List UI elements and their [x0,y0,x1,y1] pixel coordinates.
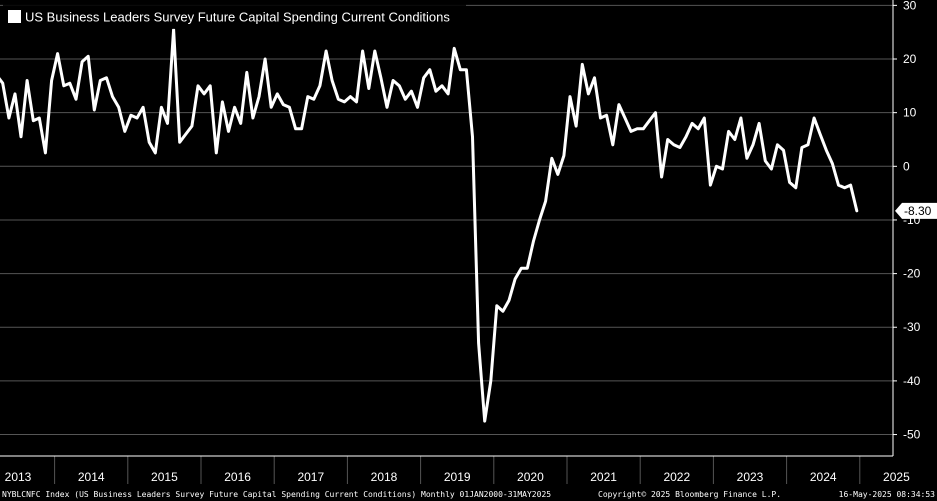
last-value-badge [895,202,937,219]
y-tick-label: 30 [903,0,917,12]
x-tick-label: 2022 [663,470,690,484]
x-grid-lines [54,456,861,484]
y-tick-label: 10 [903,106,917,120]
last-value-label: -8.30 [895,202,937,219]
y-tick-label: -30 [903,320,921,334]
legend-background [3,4,466,29]
grid-lines [0,4,893,436]
x-tick-label: 2025 [883,470,910,484]
footer-index-description: NYBLCNFC Index (US Business Leaders Surv… [2,490,551,499]
last-value-text: -8.30 [904,204,932,218]
x-tick-label: 2018 [371,470,398,484]
y-tick-label: -40 [903,374,921,388]
y-tick-label: -50 [903,428,921,442]
legend-title: US Business Leaders Survey Future Capita… [25,10,450,25]
x-tick-label: 2021 [590,470,617,484]
y-tick-label: 0 [903,159,910,173]
y-tick-label: 20 [903,52,917,66]
legend: US Business Leaders Survey Future Capita… [3,4,466,29]
x-tick-label: 2014 [78,470,105,484]
footer-copyright: Copyright© 2025 Bloomberg Finance L.P. [598,490,781,499]
x-tick-label: 2024 [810,470,837,484]
series [0,28,859,423]
x-tick-label: 2015 [151,470,178,484]
footer-timestamp: 16-May-2025 08:34:53 [839,490,936,499]
x-tick-label: 2023 [737,470,764,484]
x-tick-label: 2013 [5,470,32,484]
series-line [0,28,859,423]
x-tick-label: 2017 [297,470,324,484]
x-tick-label: 2020 [517,470,544,484]
y-tick-label: -20 [903,267,921,281]
x-axis-ticks: 2013 2014 2015 2016 2017 2018 2019 2020 2021 2022… [5,470,910,484]
x-tick-label: 2016 [224,470,251,484]
legend-swatch [8,10,21,23]
x-tick-label: 2019 [444,470,471,484]
